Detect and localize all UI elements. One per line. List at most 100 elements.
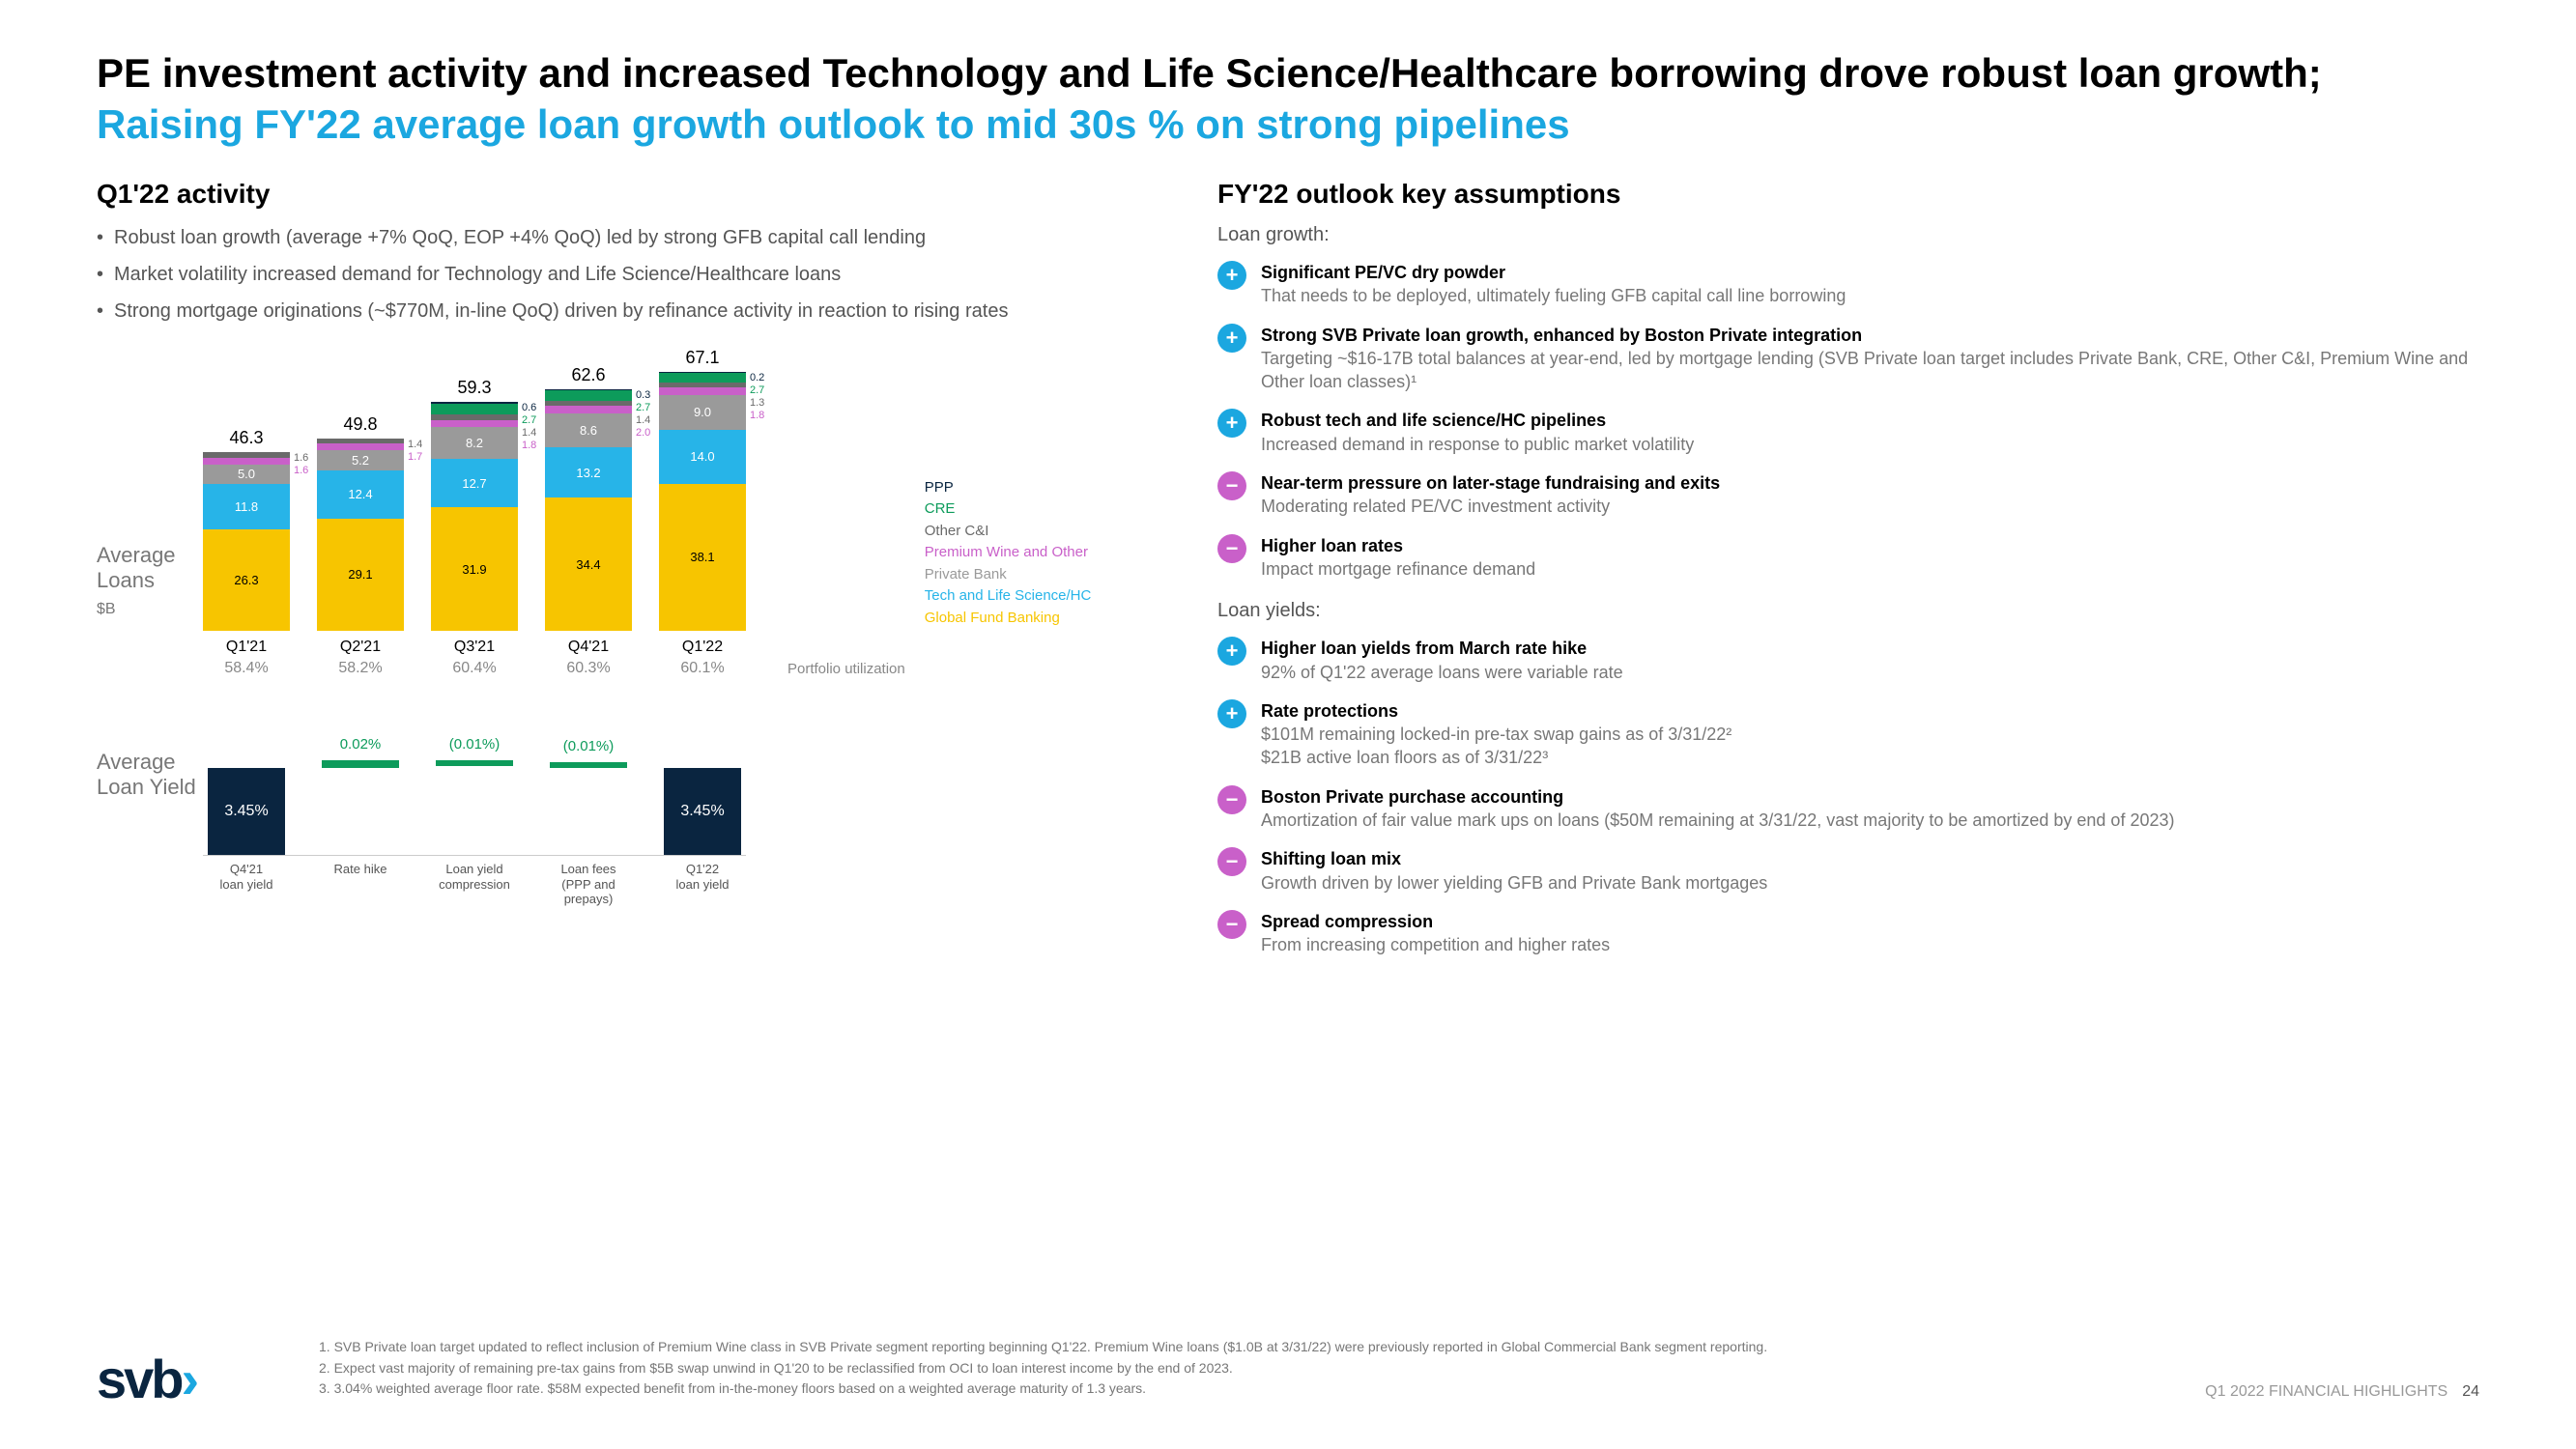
waterfall-bar	[322, 760, 399, 768]
assumption-text: Higher loan ratesImpact mortgage refinan…	[1261, 534, 1535, 582]
plus-icon: +	[1217, 261, 1246, 290]
bar-segment	[431, 414, 518, 420]
stacked-bar: 31.912.78.20.62.71.41.8	[431, 402, 518, 631]
chart1-ylabel2: Loans	[97, 568, 203, 593]
waterfall-value: (0.01%)	[436, 736, 513, 753]
waterfall-x-label: Q4'21 loan yield	[203, 862, 290, 892]
page-title: PE investment activity and increased Tec…	[97, 48, 2479, 150]
activity-bullet: Robust loan growth (average +7% QoQ, EOP…	[97, 224, 1140, 251]
assumption-item: −Boston Private purchase accountingAmort…	[1217, 785, 2479, 833]
assumption-item: −Shifting loan mixGrowth driven by lower…	[1217, 847, 2479, 895]
bar-segment: 12.4	[317, 470, 404, 519]
legend-item: Other C&I	[925, 521, 1092, 543]
bar-x-label: Q1'22	[682, 639, 723, 656]
bar-segment: 9.0	[659, 395, 746, 430]
average-loans-chart: 46.326.311.85.01.61.6Q1'2158.4%49.829.11…	[203, 349, 905, 677]
assumption-text: Rate protections$101M remaining locked-i…	[1261, 699, 1732, 770]
waterfall-x-label: Q1'22 loan yield	[659, 862, 746, 892]
bar-x-label: Q1'21	[226, 639, 267, 656]
bar-total: 62.6	[571, 365, 605, 385]
waterfall-bar	[550, 762, 627, 768]
assumption-text: Significant PE/VC dry powderThat needs t…	[1261, 261, 1846, 308]
assumption-text: Shifting loan mixGrowth driven by lower …	[1261, 847, 1767, 895]
chart1-unit: $B	[97, 601, 116, 617]
bar-segment	[659, 372, 746, 373]
bar-segment	[545, 401, 632, 407]
chart-legend: PPPCREOther C&IPremium Wine and OtherPri…	[925, 477, 1092, 678]
bar-segment	[317, 439, 404, 444]
plus-icon: +	[1217, 324, 1246, 353]
stacked-bar: 29.112.45.21.41.7	[317, 439, 404, 631]
bar-util-label: 60.3%	[566, 660, 610, 677]
bar-column: 46.326.311.85.01.61.6Q1'2158.4%	[203, 428, 290, 677]
legend-item: Private Bank	[925, 564, 1092, 586]
bar-segment	[659, 383, 746, 387]
legend-item: Tech and Life Science/HC	[925, 585, 1092, 608]
bar-column: 67.138.114.09.00.22.71.31.8Q1'2260.1%	[659, 348, 746, 677]
footnote: 1. SVB Private loan target updated to re…	[319, 1338, 2190, 1357]
footnote: 3. 3.04% weighted average floor rate. $5…	[319, 1379, 2190, 1399]
chart1-ylabel1: Average	[97, 543, 203, 568]
bar-segment	[545, 389, 632, 390]
minus-icon: −	[1217, 785, 1246, 814]
activity-bullet: Market volatility increased demand for T…	[97, 261, 1140, 288]
assumption-text: Strong SVB Private loan growth, enhanced…	[1261, 324, 2479, 394]
footnotes: 1. SVB Private loan target updated to re…	[319, 1338, 2190, 1401]
bar-segment: 38.1	[659, 484, 746, 631]
waterfall-column: 3.45%	[203, 729, 290, 855]
bar-segment	[203, 458, 290, 464]
stacked-bar: 38.114.09.00.22.71.31.8	[659, 372, 746, 631]
bar-segment	[545, 406, 632, 413]
bar-segment	[317, 443, 404, 450]
bar-x-label: Q3'21	[454, 639, 495, 656]
bar-segment	[203, 452, 290, 458]
legend-item: PPP	[925, 477, 1092, 499]
growth-assumptions: + Significant PE/VC dry powderThat needs …	[1217, 261, 2479, 581]
bar-total: 49.8	[343, 414, 377, 435]
assumption-item: + Strong SVB Private loan growth, enhance…	[1217, 324, 2479, 394]
bar-segment: 5.0	[203, 465, 290, 484]
bar-segment: 8.6	[545, 413, 632, 446]
assumption-item: + Significant PE/VC dry powderThat needs …	[1217, 261, 2479, 308]
assumption-text: Robust tech and life science/HC pipeline…	[1261, 409, 1694, 456]
bar-segment	[659, 387, 746, 394]
activity-bullet: Strong mortgage originations (~$770M, in…	[97, 298, 1140, 325]
util-label: Portfolio utilization	[787, 661, 905, 677]
minus-icon: −	[1217, 534, 1246, 563]
bar-segment	[545, 390, 632, 401]
assumption-text: Near-term pressure on later-stage fundra…	[1261, 471, 1720, 519]
stacked-bar: 26.311.85.01.61.6	[203, 452, 290, 631]
waterfall-bar: 3.45%	[664, 768, 741, 855]
assumption-text: Boston Private purchase accountingAmorti…	[1261, 785, 2174, 833]
bar-segment: 26.3	[203, 529, 290, 631]
minus-icon: −	[1217, 910, 1246, 939]
outlook-heading: FY'22 outlook key assumptions	[1217, 179, 2479, 210]
bar-segment: 14.0	[659, 430, 746, 484]
bar-segment	[431, 402, 518, 404]
bar-total: 46.3	[229, 428, 263, 448]
bar-segment: 31.9	[431, 507, 518, 631]
plus-icon: +	[1217, 409, 1246, 438]
waterfall-column: 3.45%	[659, 729, 746, 855]
stacked-bar: 34.413.28.60.32.71.42.0	[545, 389, 632, 631]
legend-item: Premium Wine and Other	[925, 542, 1092, 564]
assumption-item: −Spread compressionFrom increasing compe…	[1217, 910, 2479, 957]
legend-item: Global Fund Banking	[925, 608, 1092, 630]
bar-segment: 8.2	[431, 427, 518, 459]
waterfall-column: (0.01%)	[431, 729, 518, 855]
yields-assumptions: + Higher loan yields from March rate hike…	[1217, 637, 2479, 956]
minus-icon: −	[1217, 471, 1246, 500]
bar-util-label: 60.1%	[680, 660, 724, 677]
assumption-item: + Robust tech and life science/HC pipelin…	[1217, 409, 2479, 456]
bar-x-label: Q2'21	[340, 639, 381, 656]
activity-heading: Q1'22 activity	[97, 179, 1140, 210]
growth-subhead: Loan growth:	[1217, 224, 2479, 246]
plus-icon: +	[1217, 637, 1246, 666]
bar-total: 59.3	[457, 378, 491, 398]
minus-icon: −	[1217, 847, 1246, 876]
assumption-item: +Rate protections$101M remaining locked-…	[1217, 699, 2479, 770]
waterfall-column: (0.01%)	[545, 729, 632, 855]
assumption-text: Higher loan yields from March rate hike9…	[1261, 637, 1623, 684]
waterfall-value: 0.02%	[322, 736, 399, 753]
bar-column: 62.634.413.28.60.32.71.42.0Q4'2160.3%	[545, 365, 632, 677]
